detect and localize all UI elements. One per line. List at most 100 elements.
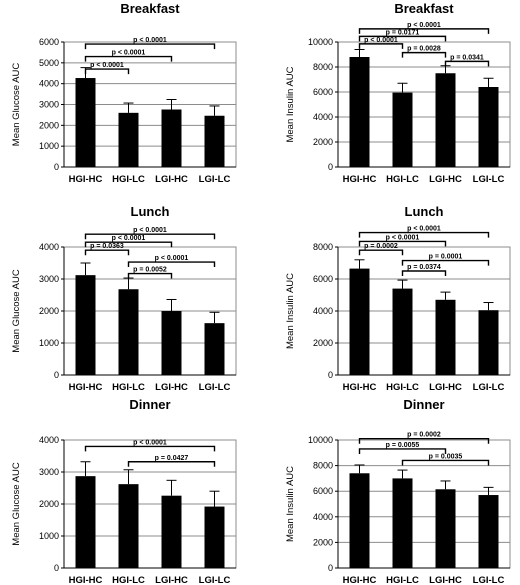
chart-1-category-label: HGI-HC (69, 174, 103, 185)
chart-2-category-label: HGI-LC (386, 174, 419, 185)
chart-2-bar-hgi-lc (392, 92, 413, 167)
chart-1-category-label: LGI-LC (199, 174, 231, 185)
chart-4-p-value-label: p < 0.0001 (407, 226, 441, 233)
chart-4-category-label: LGI-LC (473, 382, 505, 393)
chart-4-significance-bracket (358, 249, 404, 256)
chart-1-category-label: HGI-LC (112, 174, 145, 185)
chart-4-category-label: HGI-LC (386, 382, 419, 393)
chart-4-ytick-label: 0 (328, 370, 333, 380)
chart-4-significance-bracket (358, 240, 447, 247)
chart-2-category-label: HGI-HC (343, 174, 377, 185)
chart-6-title: Dinner (403, 397, 444, 412)
chart-4-title: Lunch (405, 204, 444, 219)
chart-2-category-label: LGI-LC (473, 174, 505, 185)
chart-5-bar-lgi-hc (161, 495, 182, 568)
chart-1-bar-hgi-lc (118, 112, 139, 167)
chart-2-p-value-label: p < 0.0001 (364, 37, 398, 44)
chart-4-bar-hgi-hc (349, 268, 370, 375)
chart-1: Breakfast Mean Glucose AUC 0 1000 2000 3000 40… (11, 1, 237, 185)
chart-6: Dinner Mean Insulin AUC 0 2000 4000 6000 8000 1… (285, 397, 511, 585)
chart-5-bar-hgi-lc (118, 484, 139, 568)
chart-6-ylabel: Mean Insulin AUC (285, 466, 296, 542)
chart-5-p-value-label: p < 0.0001 (133, 439, 167, 446)
chart-2-ytick-label: 8000 (313, 62, 333, 72)
chart-4-p-value-label: p < 0.0001 (386, 234, 420, 241)
chart-5: Dinner Mean Glucose AUC 0 1000 2000 3000 4000 H… (11, 397, 237, 585)
chart-2: Breakfast Mean Insulin AUC 0 2000 4000 6000 80… (285, 1, 511, 185)
chart-2-p-value-label: p = 0.0341 (450, 54, 484, 61)
chart-4-bar-hgi-lc (392, 288, 413, 375)
chart-3-category-label: HGI-HC (69, 382, 103, 393)
chart-4-ytick-label: 8000 (313, 242, 333, 252)
chart-1-ytick-label: 1000 (39, 141, 59, 151)
chart-3-p-value-label: p < 0.0001 (133, 227, 167, 234)
chart-4-significance-bracket (401, 259, 490, 266)
chart-5-ytick-label: 4000 (39, 435, 59, 445)
chart-6-p-value-label: p = 0.0002 (407, 432, 441, 439)
chart-6-significance-bracket (358, 438, 490, 444)
chart-5-ytick-label: 0 (54, 563, 59, 573)
chart-6-category-label: HGI-LC (386, 575, 419, 585)
chart-6-ytick-label: 2000 (313, 537, 333, 547)
chart-6-significance-bracket (358, 448, 447, 454)
chart-4-significance-bracket (401, 270, 447, 276)
chart-4-bar-lgi-hc (435, 299, 456, 375)
chart-2-significance-bracket (444, 60, 490, 67)
chart-3-p-value-label: p < 0.0001 (155, 255, 189, 262)
chart-3: Lunch Mean Glucose AUC 0 1000 2000 3000 4000 HG… (11, 204, 237, 393)
chart-5-category-label: LGI-LC (199, 575, 231, 585)
chart-4-bar-lgi-lc (478, 310, 499, 375)
chart-3-category-label: HGI-LC (112, 382, 145, 393)
chart-1-ylabel: Mean Glucose AUC (11, 63, 22, 147)
chart-6-p-value-label: p = 0.0055 (386, 442, 420, 449)
chart-4-ytick-label: 2000 (313, 338, 333, 348)
chart-2-bar-lgi-lc (478, 87, 499, 167)
chart-1-significance-bracket (84, 68, 130, 75)
chart-2-ylabel: Mean Insulin AUC (285, 66, 296, 142)
chart-4-ylabel: Mean Insulin AUC (285, 273, 296, 349)
chart-6-ytick-label: 6000 (313, 486, 333, 496)
chart-3-bar-lgi-hc (161, 311, 182, 375)
chart-2-significance-bracket (401, 51, 447, 58)
chart-2-ytick-label: 2000 (313, 137, 333, 147)
chart-2-ytick-label: 4000 (313, 112, 333, 122)
chart-3-title: Lunch (131, 204, 170, 219)
chart-4: Lunch Mean Insulin AUC 0 2000 4000 6000 8000 HG… (285, 204, 511, 393)
chart-3-significance-bracket (127, 272, 173, 279)
chart-5-bar-lgi-lc (204, 506, 225, 568)
chart-1-category-label: LGI-HC (155, 174, 188, 185)
chart-2-category-label: LGI-HC (429, 174, 462, 185)
chart-1-significance-bracket (84, 55, 173, 62)
chart-4-p-value-label: p = 0.0374 (407, 264, 441, 271)
chart-4-ytick-label: 6000 (313, 274, 333, 284)
chart-3-significance-bracket (84, 233, 216, 240)
chart-4-category-label: HGI-HC (343, 382, 377, 393)
chart-3-ytick-label: 2000 (39, 306, 59, 316)
chart-3-ylabel: Mean Glucose AUC (11, 269, 22, 353)
chart-6-significance-bracket (401, 459, 490, 466)
chart-1-ytick-label: 6000 (39, 37, 59, 47)
chart-2-p-value-label: p = 0.0028 (407, 46, 441, 53)
chart-1-bar-lgi-lc (204, 115, 225, 167)
chart-3-significance-bracket (127, 261, 216, 268)
chart-2-ytick-label: 6000 (313, 87, 333, 97)
chart-5-category-label: LGI-HC (155, 575, 188, 585)
chart-6-category-label: LGI-HC (429, 575, 462, 585)
chart-3-ytick-label: 0 (54, 370, 59, 380)
chart-5-category-label: HGI-LC (112, 575, 145, 585)
chart-1-significance-bracket (84, 43, 216, 50)
chart-3-significance-bracket (84, 249, 130, 256)
chart-1-ytick-label: 2000 (39, 120, 59, 130)
chart-3-bar-lgi-lc (204, 323, 225, 375)
chart-5-title: Dinner (129, 397, 170, 412)
chart-1-title: Breakfast (120, 1, 180, 16)
chart-2-ytick-label: 0 (328, 162, 333, 172)
chart-1-p-value-label: p < 0.0001 (90, 62, 124, 69)
chart-3-bar-hgi-lc (118, 289, 139, 375)
chart-1-ytick-label: 3000 (39, 100, 59, 110)
chart-6-p-value-label: p = 0.0035 (429, 453, 463, 460)
chart-3-ytick-label: 4000 (39, 242, 59, 252)
chart-1-p-value-label: p < 0.0001 (112, 50, 146, 57)
chart-4-category-label: LGI-HC (429, 382, 462, 393)
